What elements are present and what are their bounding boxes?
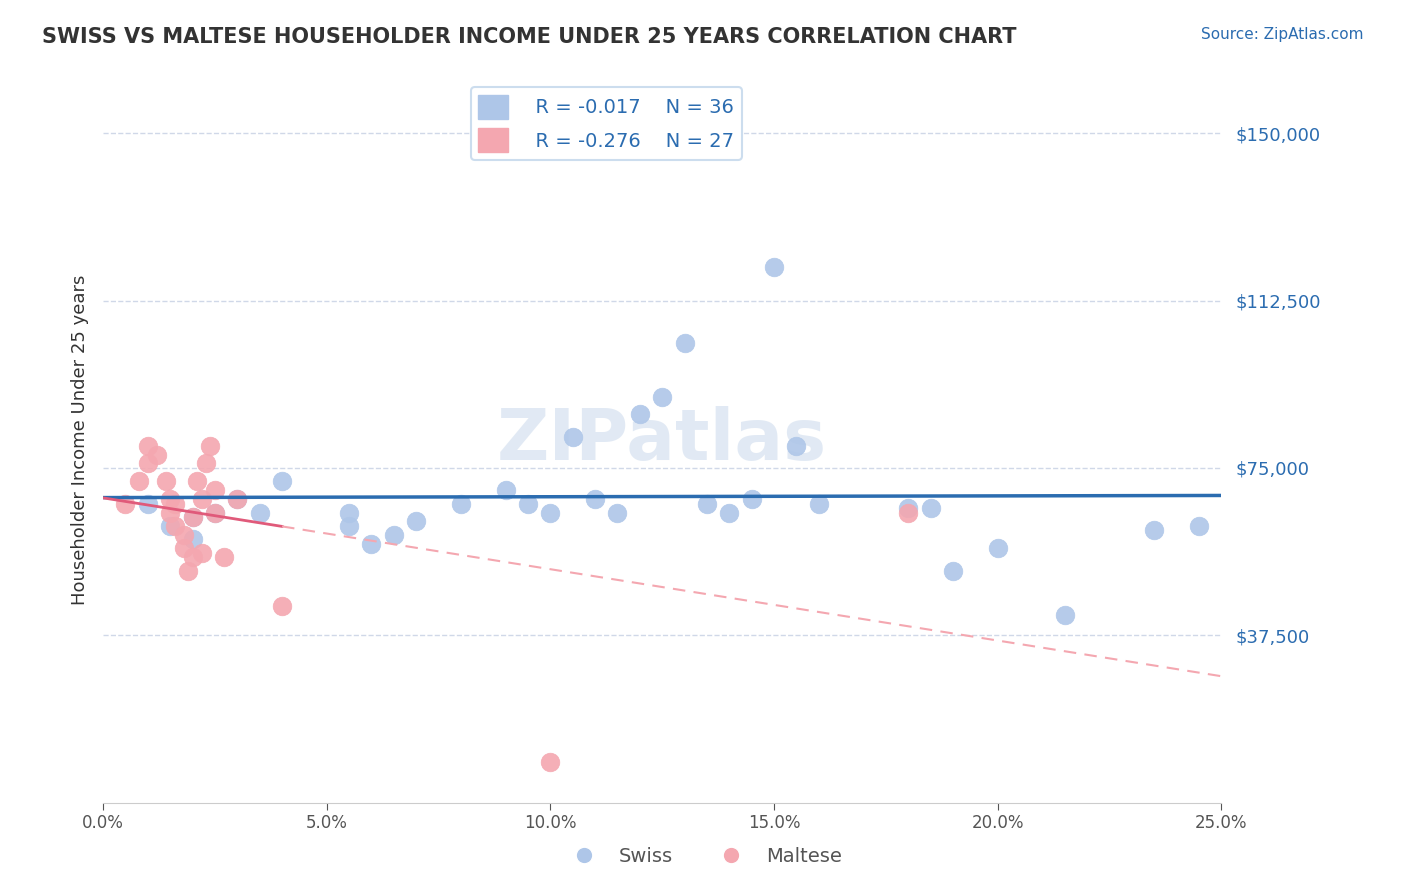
Point — [136, 497, 159, 511]
Point — [128, 475, 150, 489]
Point — [204, 506, 226, 520]
Point — [163, 519, 186, 533]
Point — [538, 506, 561, 520]
Legend:   R = -0.017    N = 36,   R = -0.276    N = 27: R = -0.017 N = 36, R = -0.276 N = 27 — [471, 87, 742, 160]
Point — [763, 260, 786, 274]
Point — [561, 430, 583, 444]
Point — [987, 541, 1010, 556]
Text: Source: ZipAtlas.com: Source: ZipAtlas.com — [1201, 27, 1364, 42]
Point — [190, 546, 212, 560]
Point — [271, 599, 294, 614]
Legend: Swiss, Maltese: Swiss, Maltese — [557, 838, 849, 873]
Point — [1053, 608, 1076, 623]
Point — [1143, 524, 1166, 538]
Point — [405, 515, 427, 529]
Point — [628, 408, 651, 422]
Point — [249, 506, 271, 520]
Point — [785, 439, 807, 453]
Text: ZIPatlas: ZIPatlas — [498, 406, 827, 475]
Point — [696, 497, 718, 511]
Point — [673, 335, 696, 350]
Point — [1188, 519, 1211, 533]
Point — [146, 448, 169, 462]
Point — [181, 550, 204, 565]
Point — [159, 506, 181, 520]
Point — [114, 497, 136, 511]
Y-axis label: Householder Income Under 25 years: Householder Income Under 25 years — [72, 275, 89, 605]
Point — [271, 475, 294, 489]
Point — [942, 564, 965, 578]
Point — [181, 510, 204, 524]
Point — [200, 439, 222, 453]
Point — [226, 492, 249, 507]
Point — [136, 439, 159, 453]
Point — [538, 756, 561, 770]
Point — [181, 533, 204, 547]
Point — [177, 564, 200, 578]
Point — [920, 501, 942, 516]
Point — [155, 475, 177, 489]
Point — [181, 510, 204, 524]
Point — [163, 497, 186, 511]
Point — [159, 492, 181, 507]
Point — [195, 457, 218, 471]
Text: SWISS VS MALTESE HOUSEHOLDER INCOME UNDER 25 YEARS CORRELATION CHART: SWISS VS MALTESE HOUSEHOLDER INCOME UNDE… — [42, 27, 1017, 46]
Point — [450, 497, 472, 511]
Point — [897, 506, 920, 520]
Point — [212, 550, 235, 565]
Point — [517, 497, 540, 511]
Point — [606, 506, 628, 520]
Point — [136, 457, 159, 471]
Point — [186, 475, 208, 489]
Point — [173, 528, 195, 542]
Point — [583, 492, 606, 507]
Point — [190, 492, 212, 507]
Point — [382, 528, 405, 542]
Point — [741, 492, 763, 507]
Point — [897, 501, 920, 516]
Point — [495, 483, 517, 498]
Point — [204, 506, 226, 520]
Point — [718, 506, 741, 520]
Point — [337, 519, 360, 533]
Point — [226, 492, 249, 507]
Point — [807, 497, 830, 511]
Point — [159, 519, 181, 533]
Point — [204, 483, 226, 498]
Point — [360, 537, 382, 551]
Point — [651, 390, 673, 404]
Point — [173, 541, 195, 556]
Point — [337, 506, 360, 520]
